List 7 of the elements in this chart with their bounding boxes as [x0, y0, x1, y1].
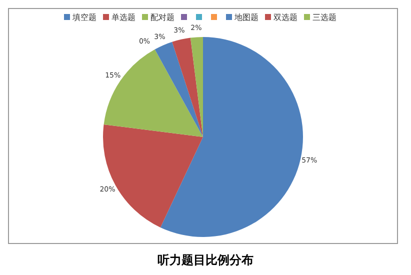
legend-label: 双选题: [274, 13, 298, 22]
legend-label: 单选题: [112, 13, 136, 22]
text: 听力题目比例分布: [156, 252, 254, 269]
legend-label: 地图题: [234, 13, 258, 22]
legend-label: 配对题: [150, 13, 174, 22]
legend-label: 三选题: [312, 13, 336, 22]
legend-label: 填空题: [72, 13, 96, 22]
